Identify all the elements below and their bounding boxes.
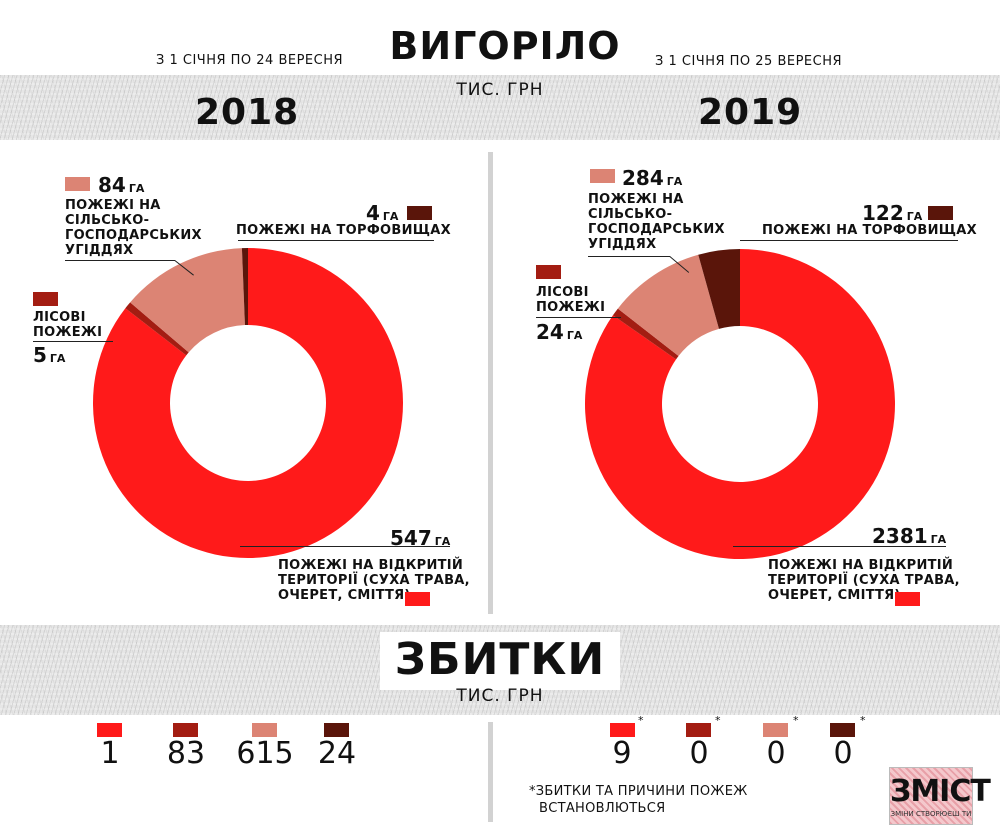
legend-swatch-open-2019	[895, 592, 920, 606]
damage-value-forest-2019: 0	[689, 736, 709, 771]
label-open-text-2019: ПОЖЕЖІ НА ВІДКРИТІЙ ТЕРИТОРІЇ (СУХА ТРАВ…	[768, 558, 960, 603]
label-peat-text-2018: ПОЖЕЖІ НА ТОРФОВИЩАХ	[236, 223, 451, 238]
label-agri-text-2018: ПОЖЕЖІ НА СІЛЬСЬКО- ГОСПОДАРСЬКИХ УГІДДЯ…	[65, 198, 202, 258]
label-agri-value-2018: 84 ГА	[98, 173, 145, 197]
legend-swatch-peat-2019	[928, 206, 953, 220]
donut-slice-open-2019	[585, 249, 896, 559]
label-forest-value-2018: 5 ГА	[33, 343, 66, 367]
donut-slice-agri-2019	[617, 254, 719, 356]
vertical-separator-bottom	[488, 722, 493, 822]
leader-open-2019	[733, 546, 946, 547]
zmist-logo: ЗМІСТ ЗМІНИ СТВОРЮЄШ ТИ	[889, 767, 991, 825]
vertical-separator-top	[488, 152, 493, 614]
label-peat-value-2019: 122 ГА	[862, 201, 923, 225]
label-open-text-2018: ПОЖЕЖІ НА ВІДКРИТІЙ ТЕРИТОРІЇ (СУХА ТРАВ…	[278, 558, 470, 603]
damage-value-forest-2018: 83	[166, 736, 206, 771]
period-2019: З 1 СІЧНЯ ПО 25 ВЕРЕСНЯ	[655, 54, 843, 69]
leader-agri-2018	[65, 260, 175, 261]
year-2018-title: 2018	[195, 92, 300, 133]
damage-swatch-agri-2019	[763, 723, 788, 737]
damage-white-patch	[380, 632, 620, 690]
damage-value-peat-2019: 0	[833, 736, 853, 771]
damage-swatch-peat-2018	[324, 723, 349, 737]
star-peat-2019: *	[860, 714, 866, 727]
year-2019-title: 2019	[698, 92, 803, 133]
damage-swatch-agri-2018	[252, 723, 277, 737]
damage-value-agri-2019: 0	[766, 736, 786, 771]
damage-swatch-forest-2018	[173, 723, 198, 737]
leader-forest-2019	[536, 317, 621, 318]
logo-text: ЗМІСТ	[890, 774, 991, 809]
label-peat-text-2019: ПОЖЕЖІ НА ТОРФОВИЩАХ	[762, 223, 977, 238]
label-peat-value-2018: 4 ГА	[366, 201, 399, 225]
donut-slice-agri-2018	[130, 248, 245, 353]
damage-value-peat-2018: 24	[317, 736, 357, 771]
label-agri-value-2019: 284 ГА	[622, 166, 683, 190]
donut-slice-peat-2019	[698, 249, 740, 329]
label-forest-text-2019: ЛІСОВІ ПОЖЕЖІ	[536, 285, 606, 315]
unit-label: ТИС. ГРН	[456, 80, 544, 100]
period-2018: З 1 СІЧНЯ ПО 24 ВЕРЕСНЯ	[156, 53, 344, 68]
star-agri-2019: *	[793, 714, 799, 727]
damage-value-agri-2018: 615	[236, 736, 294, 771]
legend-swatch-forest-2018	[33, 292, 58, 306]
donut-slice-forest-2018	[125, 302, 189, 356]
legend-swatch-open-2018	[405, 592, 430, 606]
logo-tagline: ЗМІНИ СТВОРЮЄШ ТИ	[890, 810, 972, 818]
leader-peat-2018	[238, 240, 434, 241]
leader-agri-2019	[588, 256, 670, 257]
star-open-2019: *	[638, 714, 644, 727]
star-forest-2019: *	[715, 714, 721, 727]
label-forest-text-2018: ЛІСОВІ ПОЖЕЖІ	[33, 310, 103, 340]
donut-slice-peat-2018	[241, 248, 248, 326]
donut-chart-2019	[585, 249, 896, 559]
damage-unit: ТИС. ГРН	[456, 686, 544, 706]
donut-chart-2018	[92, 248, 403, 558]
label-open-value-2019: 2381 ГА	[872, 524, 947, 548]
leader-forest-2018	[33, 341, 113, 342]
damage-swatch-open-2019	[610, 723, 635, 737]
damage-footnote: *ЗБИТКИ ТА ПРИЧИНИ ПОЖЕЖ ВСТАНОВЛЮТЬСЯ	[529, 784, 748, 816]
legend-swatch-agri-2018	[65, 177, 90, 191]
donut-slice-open-2018	[92, 248, 403, 558]
leader-open-2018	[240, 546, 450, 547]
damage-swatch-peat-2019	[830, 723, 855, 737]
legend-swatch-agri-2019	[590, 169, 615, 183]
header-band	[0, 75, 1000, 140]
header-white-patch	[385, 20, 625, 75]
label-agri-text-2019: ПОЖЕЖІ НА СІЛЬСЬКО- ГОСПОДАРСЬКИХ УГІДДЯ…	[588, 192, 725, 252]
damage-title: ЗБИТКИ	[394, 634, 606, 685]
damage-value-open-2019: 9	[612, 736, 632, 771]
leader-peat-2019	[740, 240, 958, 241]
legend-swatch-peat-2018	[407, 206, 432, 220]
damage-swatch-forest-2019	[686, 723, 711, 737]
donut-slice-forest-2019	[612, 308, 679, 360]
page-title: ВИГОРІЛО	[389, 24, 621, 68]
damage-swatch-open-2018	[97, 723, 122, 737]
label-forest-value-2019: 24 ГА	[536, 320, 583, 344]
legend-swatch-forest-2019	[536, 265, 561, 279]
damage-value-open-2018: 1	[100, 736, 120, 771]
